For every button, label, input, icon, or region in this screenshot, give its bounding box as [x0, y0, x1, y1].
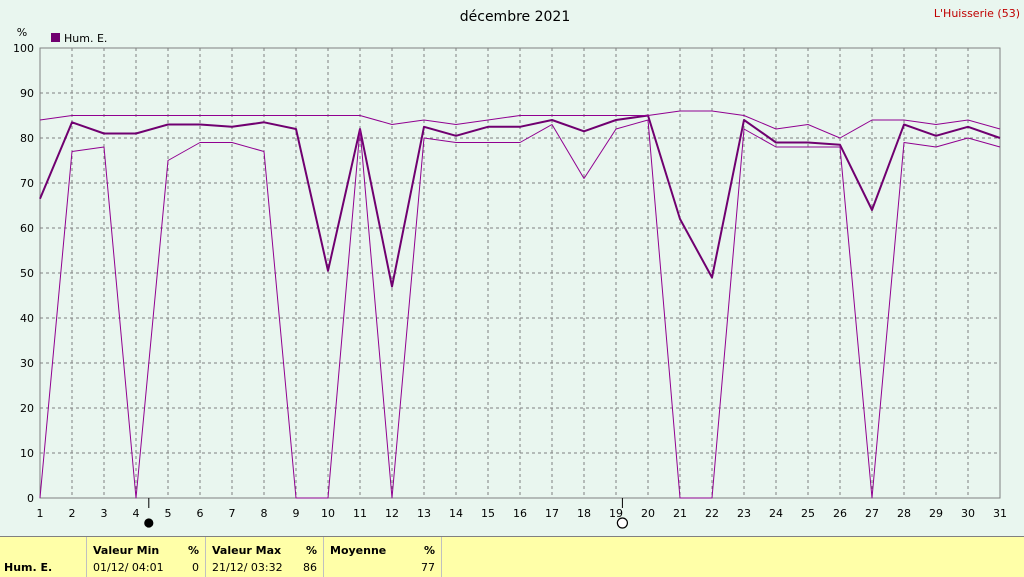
x-tick-label: 31: [993, 507, 1007, 520]
y-tick-label: 20: [20, 402, 34, 415]
x-tick-label: 13: [417, 507, 431, 520]
x-tick-label: 26: [833, 507, 847, 520]
y-tick-label: 90: [20, 87, 34, 100]
y-tick-label: 40: [20, 312, 34, 325]
stats-mean-cell: Moyenne % 77: [324, 537, 442, 577]
series-max-line: [39, 110, 1001, 139]
x-tick-label: 29: [929, 507, 943, 520]
moon-phase-markers: [144, 498, 629, 529]
legend-swatch: [51, 33, 60, 42]
x-tick-label: 8: [261, 507, 268, 520]
x-tick-label: 3: [101, 507, 108, 520]
x-tick-label: 9: [293, 507, 300, 520]
x-tick-label: 17: [545, 507, 559, 520]
x-tick-labels: 1 2 3 4 5 6 7 8 9 10 11 12 13 14 15 16 17 18 19 20 21 22 23 24 2…: [37, 507, 1008, 520]
x-tick-label: 19: [609, 507, 623, 520]
x-tick-label: 24: [769, 507, 783, 520]
y-tick-label: 0: [27, 492, 34, 505]
x-tick-label: 21: [673, 507, 687, 520]
legend-label: Hum. E.: [64, 32, 107, 45]
series-lines: [39, 110, 1001, 499]
x-tick-label: 2: [69, 507, 76, 520]
grid-lines: [40, 48, 1000, 498]
x-tick-label: 14: [449, 507, 463, 520]
x-tick-label: 27: [865, 507, 879, 520]
x-tick-label: 25: [801, 507, 815, 520]
stats-max-cell: Valeur Max % 21/12/ 03:32 86: [206, 537, 324, 577]
y-tick-label: 100: [13, 42, 34, 55]
x-tick-label: 28: [897, 507, 911, 520]
max-value: 86: [303, 561, 317, 574]
x-tick-label: 7: [229, 507, 236, 520]
mean-unit: %: [423, 544, 435, 557]
x-tick-label: 15: [481, 507, 495, 520]
x-tick-label: 16: [513, 507, 527, 520]
stats-min-cell: Valeur Min % 01/12/ 04:01 0: [87, 537, 206, 577]
min-value: 0: [192, 561, 199, 574]
y-axis-unit: %: [17, 26, 27, 39]
x-tick-label: 12: [385, 507, 399, 520]
y-tick-label: 70: [20, 177, 34, 190]
stats-panel: Hum. E. Valeur Min % 01/12/ 04:01 0 Vale…: [0, 536, 1024, 577]
new-moon-icon: [144, 518, 154, 528]
chart-title: décembre 2021: [460, 9, 570, 25]
humidity-chart: décembre 2021 L'Huisserie (53) % Hum. E.…: [13, 7, 1020, 529]
x-tick-label: 5: [165, 507, 172, 520]
max-date: 21/12/ 03:32: [212, 561, 283, 574]
x-tick-label: 20: [641, 507, 655, 520]
x-tick-label: 18: [577, 507, 591, 520]
x-tick-label: 23: [737, 507, 751, 520]
y-tick-label: 30: [20, 357, 34, 370]
x-tick-label: 30: [961, 507, 975, 520]
min-header: Valeur Min: [93, 544, 160, 557]
x-tick-label: 22: [705, 507, 719, 520]
y-tick-label: 10: [20, 447, 34, 460]
max-unit: %: [305, 544, 317, 557]
series-mean-line: [39, 114, 1001, 288]
series-min-line: [39, 119, 1001, 499]
x-tick-label: 4: [133, 507, 140, 520]
x-tick-label: 6: [197, 507, 204, 520]
mean-header: Moyenne: [330, 544, 387, 557]
y-tick-label: 50: [20, 267, 34, 280]
stats-series-cell: Hum. E.: [0, 537, 87, 577]
min-unit: %: [187, 544, 199, 557]
station-label: L'Huisserie (53): [934, 7, 1020, 20]
x-tick-label: 10: [321, 507, 335, 520]
y-tick-label: 80: [20, 132, 34, 145]
x-tick-label: 11: [353, 507, 367, 520]
y-tick-labels: 0 10 20 30 40 50 60 70 80 90 100: [13, 42, 34, 505]
y-tick-label: 60: [20, 222, 34, 235]
mean-value: 77: [421, 561, 435, 574]
x-tick-label: 1: [37, 507, 44, 520]
stats-series-label: Hum. E.: [4, 561, 53, 574]
min-date: 01/12/ 04:01: [93, 561, 164, 574]
max-header: Valeur Max: [212, 544, 282, 557]
full-moon-icon: [616, 517, 629, 529]
